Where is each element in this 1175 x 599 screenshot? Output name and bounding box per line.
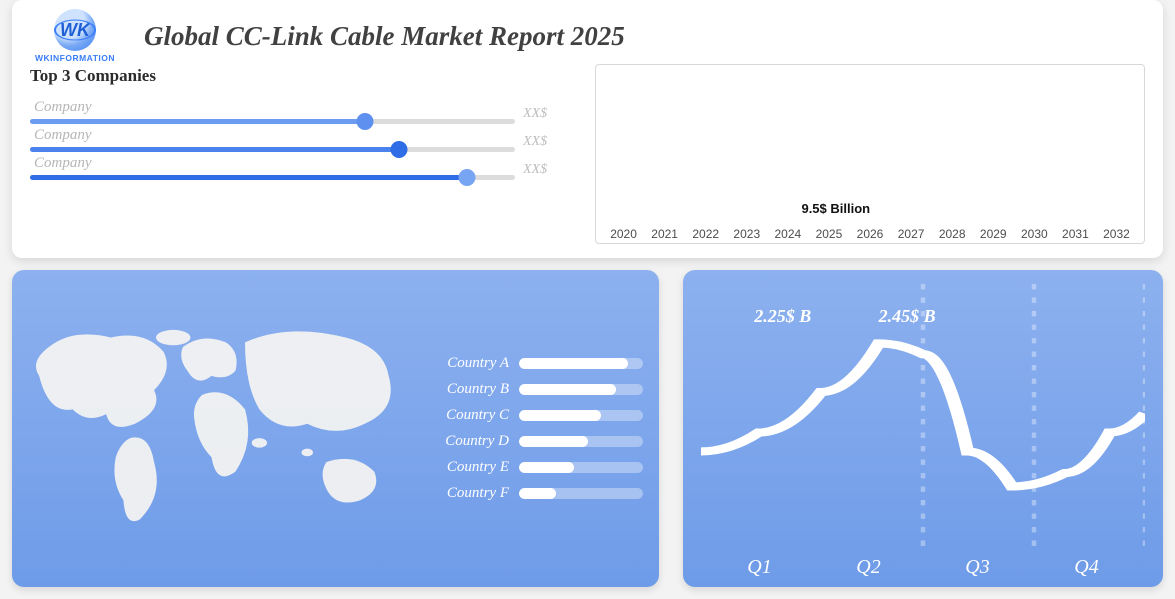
- country-label: Country B: [413, 381, 509, 398]
- year-tick: 2020: [608, 227, 639, 241]
- year-tick: 2025: [813, 227, 844, 241]
- country-bar: [519, 358, 643, 369]
- brand-logo: WK WKINFORMATION: [30, 8, 120, 64]
- country-bar: [519, 384, 643, 395]
- geo-panel: Country A Country B Country C Country D Coun…: [12, 270, 659, 587]
- company-row: Company XX$: [30, 96, 571, 124]
- quarterly-plot: 2.25$ B 2.45$ B: [701, 284, 1145, 554]
- quarterly-line: [701, 343, 1145, 486]
- year-tick: 2022: [690, 227, 721, 241]
- country-row: Country C: [413, 407, 643, 424]
- year-tick: 2032: [1101, 227, 1132, 241]
- slider-knob-icon[interactable]: [458, 169, 475, 186]
- company-value: XX$: [523, 134, 571, 152]
- bar-plot: 9.5$ Billion: [604, 71, 1136, 225]
- brand-name: WKINFORMATION: [35, 53, 115, 63]
- country-bar: [519, 488, 643, 499]
- company-label: Company: [34, 155, 92, 172]
- quarter-tick: Q4: [1074, 556, 1098, 579]
- year-tick: 2028: [937, 227, 968, 241]
- quarter-tick: Q3: [965, 556, 989, 579]
- quarter-tick: Q1: [747, 556, 771, 579]
- year-tick: 2027: [896, 227, 927, 241]
- country-list: Country A Country B Country C Country D Coun…: [413, 284, 643, 573]
- company-row: Company XX$: [30, 124, 571, 152]
- quarterly-panel: 2.25$ B 2.45$ B Q1 Q2 Q3 Q4: [683, 270, 1163, 587]
- company-slider[interactable]: Company: [30, 124, 515, 152]
- country-row: Country F: [413, 485, 643, 502]
- year-tick: 2023: [731, 227, 762, 241]
- country-row: Country A: [413, 355, 643, 372]
- quarter-tick: Q2: [856, 556, 880, 579]
- brand-mark: WK: [60, 20, 90, 41]
- country-label: Country D: [413, 433, 509, 450]
- country-bar: [519, 410, 643, 421]
- forecast-bar-chart: 9.5$ Billion 202020212022202320242025202…: [595, 64, 1145, 244]
- year-tick: 2030: [1019, 227, 1050, 241]
- world-map: [20, 284, 403, 573]
- country-row: Country E: [413, 459, 643, 476]
- top-companies: Top 3 Companies CompanyXX$CompanyXX$Comp…: [30, 64, 571, 244]
- company-slider[interactable]: Company: [30, 152, 515, 180]
- country-label: Country A: [413, 355, 509, 372]
- quarterly-xticks: Q1 Q2 Q3 Q4: [701, 554, 1145, 579]
- country-label: Country E: [413, 459, 509, 476]
- report-page: WK WKINFORMATION Global CC-Link Cable Ma…: [0, 0, 1175, 599]
- company-row: Company XX$: [30, 152, 571, 180]
- bar-xticks: 2020 2021 2022 2023 2024 2025 2026 2027 2028 2029…: [604, 225, 1136, 241]
- year-tick: 2029: [978, 227, 1009, 241]
- country-label: Country F: [413, 485, 509, 502]
- company-label: Company: [34, 99, 92, 116]
- year-tick: 2031: [1060, 227, 1091, 241]
- forecast-annotation: 9.5$ Billion: [801, 201, 870, 216]
- globe-icon: WK: [54, 9, 96, 51]
- page-title: Global CC-Link Cable Market Report 2025: [144, 21, 625, 52]
- country-row: Country B: [413, 381, 643, 398]
- country-label: Country C: [413, 407, 509, 424]
- year-tick: 2026: [854, 227, 885, 241]
- quarter-value: 2.25$ B: [754, 306, 811, 327]
- year-tick: 2024: [772, 227, 803, 241]
- country-bar: [519, 436, 643, 447]
- top-card: WK WKINFORMATION Global CC-Link Cable Ma…: [12, 0, 1163, 258]
- country-row: Country D: [413, 433, 643, 450]
- bottom-row: Country A Country B Country C Country D Coun…: [12, 270, 1163, 587]
- header: WK WKINFORMATION Global CC-Link Cable Ma…: [30, 8, 1145, 64]
- company-label: Company: [34, 127, 92, 144]
- quarter-value: 2.45$ B: [879, 306, 936, 327]
- company-slider[interactable]: Company: [30, 96, 515, 124]
- company-value: XX$: [523, 106, 571, 124]
- country-bar: [519, 462, 643, 473]
- year-tick: 2021: [649, 227, 680, 241]
- company-value: XX$: [523, 162, 571, 180]
- companies-heading: Top 3 Companies: [30, 66, 571, 86]
